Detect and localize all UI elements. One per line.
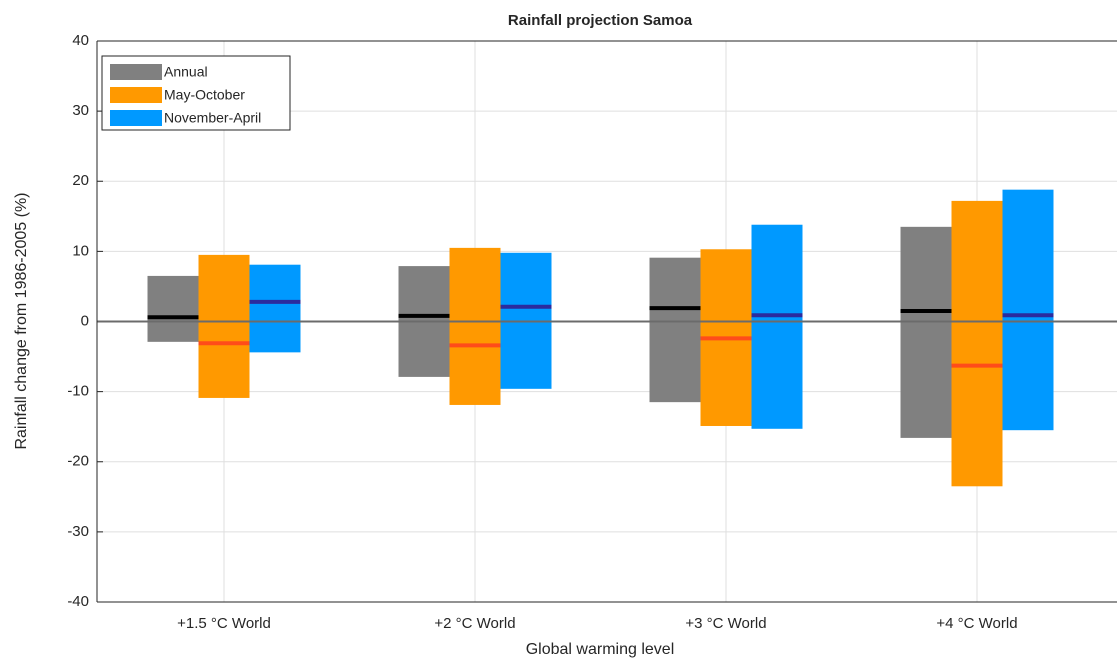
range-bar xyxy=(951,200,1003,487)
x-tick-label: +4 °C World xyxy=(936,615,1017,632)
x-tick-label: +2 °C World xyxy=(434,615,515,632)
legend-swatch xyxy=(110,64,162,80)
y-tick-label: -10 xyxy=(67,383,89,400)
range-bar xyxy=(751,224,803,429)
y-tick-label: 20 xyxy=(72,172,89,189)
y-tick-label: 0 xyxy=(81,312,89,329)
range-bar xyxy=(900,226,952,438)
y-tick-label: 40 xyxy=(72,32,89,49)
y-tick-label: -20 xyxy=(67,453,89,470)
legend-label: Annual xyxy=(164,64,208,80)
y-tick-label: -30 xyxy=(67,523,89,540)
range-bar xyxy=(449,247,501,405)
x-tick-label: +3 °C World xyxy=(685,615,766,632)
legend-label: May-October xyxy=(164,87,245,103)
range-bar xyxy=(249,264,301,353)
range-bar xyxy=(1002,189,1054,431)
range-bar xyxy=(147,275,199,342)
range-bar xyxy=(198,254,250,398)
legend-label: November-April xyxy=(164,110,261,126)
range-bar xyxy=(649,257,701,403)
y-axis-label: Rainfall change from 1986-2005 (%) xyxy=(13,192,30,449)
chart-title: Rainfall projection Samoa xyxy=(508,12,693,29)
x-tick-label: +1.5 °C World xyxy=(177,615,271,632)
y-tick-label: -40 xyxy=(67,593,89,610)
legend-swatch xyxy=(110,87,162,103)
y-tick-label: 30 xyxy=(72,102,89,119)
y-tick-label: 10 xyxy=(72,242,89,259)
legend-swatch xyxy=(110,110,162,126)
x-axis-label: Global warming level xyxy=(526,641,675,658)
